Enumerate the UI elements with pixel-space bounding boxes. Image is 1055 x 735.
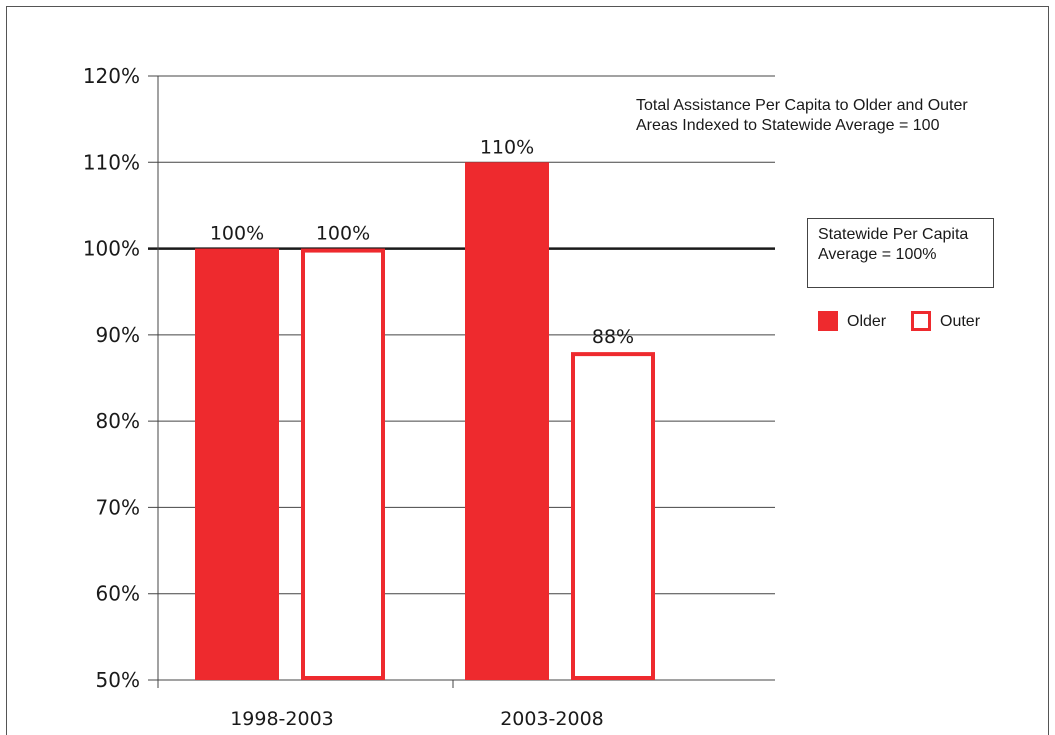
chart-title-line-2: Areas Indexed to Statewide Average = 100	[636, 117, 940, 134]
bar-outer-2003-2008	[571, 352, 655, 680]
chart-frame	[6, 6, 1049, 735]
labels: 50% 60% 70% 80% 90% 100% 110% 120% 100% 100% 1998-…	[83, 64, 634, 730]
legend-swatch-older	[818, 311, 838, 331]
bars	[195, 162, 655, 681]
legend-label-older: Older	[847, 313, 887, 330]
y-tick-label: 90%	[96, 323, 140, 347]
chart-title-line-1: Total Assistance Per Capita to Older and…	[636, 97, 968, 114]
data-label-older-1998-2003: 100%	[210, 223, 264, 245]
data-label-outer-2003-2008: 88%	[592, 326, 634, 348]
y-tick-label: 70%	[96, 495, 140, 519]
legend-swatch-outer	[911, 311, 931, 331]
y-tick-label: 80%	[96, 409, 140, 433]
y-tick-label: 100%	[83, 237, 140, 261]
x-tick-label: 1998-2003	[230, 708, 334, 730]
y-tick-label: 60%	[96, 582, 140, 606]
y-tick-label: 50%	[96, 668, 140, 692]
axes	[157, 76, 454, 688]
chart-title: Total Assistance Per Capita to Older and…	[636, 96, 1036, 136]
data-label-older-2003-2008: 110%	[480, 136, 534, 158]
reference-annotation-line-1: Statewide Per Capita	[818, 226, 969, 243]
reference-annotation-box: Statewide Per Capita Average = 100%	[807, 218, 994, 288]
x-tick-label: 2003-2008	[500, 708, 604, 730]
bar-older-2003-2008	[465, 162, 549, 681]
legend-label-outer: Outer	[940, 313, 981, 330]
bar-older-1998-2003	[195, 248, 279, 681]
bar-outer-1998-2003	[301, 248, 385, 680]
y-tick-label: 120%	[83, 64, 140, 88]
reference-annotation-line-2: Average = 100%	[818, 246, 937, 263]
y-tick-label: 110%	[83, 150, 140, 174]
data-label-outer-1998-2003: 100%	[316, 223, 370, 245]
